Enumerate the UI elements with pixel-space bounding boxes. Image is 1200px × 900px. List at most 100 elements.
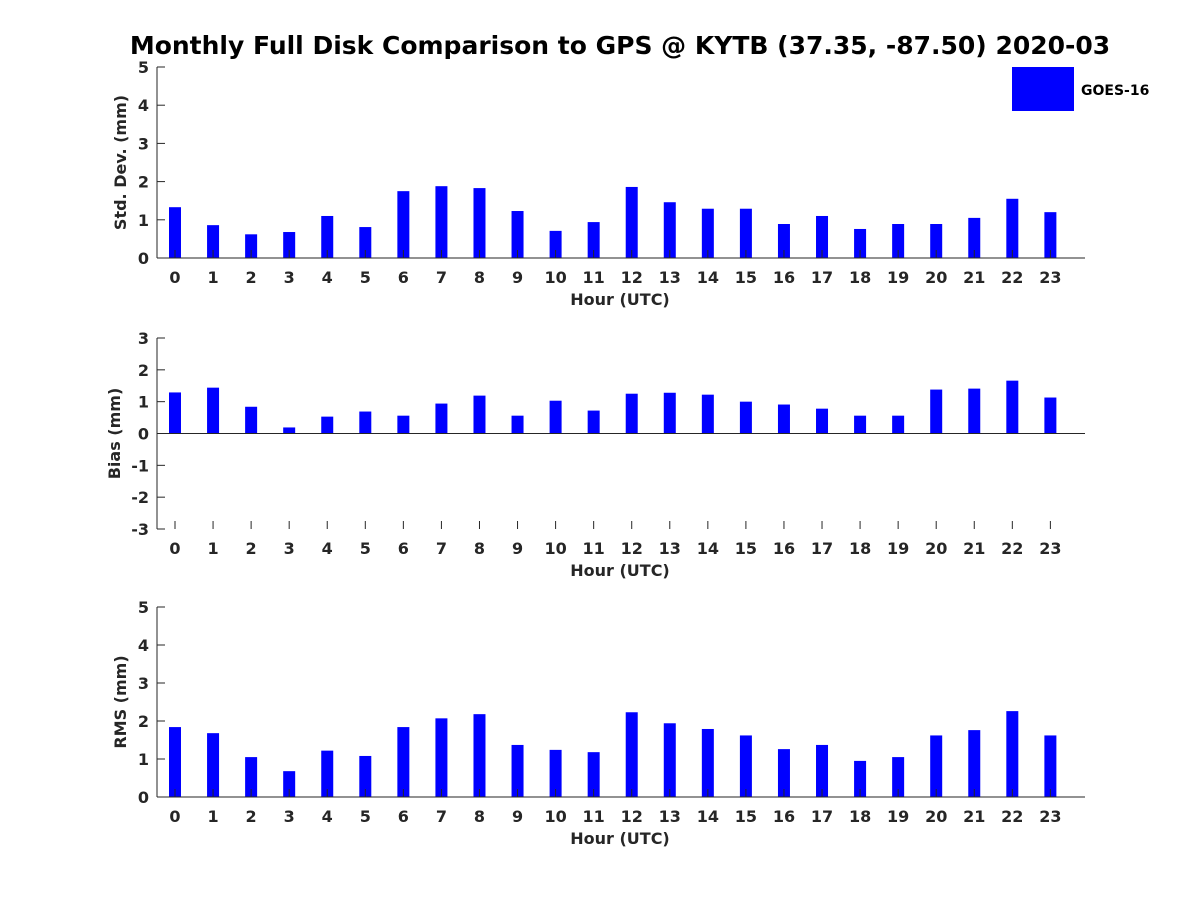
x-tick-label: 10 xyxy=(544,268,566,287)
y-tick-label: 4 xyxy=(138,636,149,655)
bar-rms-hour-4 xyxy=(321,750,334,797)
bar-rms-hour-6 xyxy=(397,727,410,797)
x-tick-label: 19 xyxy=(887,807,909,826)
x-tick-label: 14 xyxy=(697,268,719,287)
x-tick-label: 22 xyxy=(1001,807,1023,826)
x-tick-label: 15 xyxy=(735,268,757,287)
bar-stddev-hour-11 xyxy=(587,222,600,258)
x-tick-label: 19 xyxy=(887,539,909,558)
x-tick-label: 8 xyxy=(474,539,485,558)
x-tick-label: 22 xyxy=(1001,539,1023,558)
bar-rms-hour-1 xyxy=(207,733,220,797)
bar-bias-hour-2 xyxy=(245,406,258,434)
bar-bias-hour-23 xyxy=(1044,397,1057,434)
bar-bias-hour-10 xyxy=(549,400,562,434)
bar-rms-hour-14 xyxy=(701,728,714,797)
x-tick-label: 1 xyxy=(207,268,218,287)
bar-bias-hour-20 xyxy=(930,389,943,434)
bar-bias-hour-1 xyxy=(207,387,220,434)
bar-rms-hour-16 xyxy=(777,749,790,797)
bar-rms-hour-13 xyxy=(663,723,676,797)
bar-rms-hour-18 xyxy=(854,760,867,797)
x-axis-label: Hour (UTC) xyxy=(570,561,670,580)
x-tick-label: 14 xyxy=(697,807,719,826)
y-tick-label: 1 xyxy=(138,211,149,230)
x-tick-label: 15 xyxy=(735,539,757,558)
bar-stddev-hour-13 xyxy=(663,202,676,258)
bar-rms-hour-5 xyxy=(359,755,372,797)
bar-rms-hour-19 xyxy=(892,757,905,797)
bar-rms-hour-10 xyxy=(549,749,562,797)
y-tick-label: -1 xyxy=(131,456,149,475)
bar-bias-hour-22 xyxy=(1006,380,1019,434)
x-tick-label: 3 xyxy=(284,807,295,826)
bar-stddev-hour-21 xyxy=(968,217,981,258)
x-tick-label: 8 xyxy=(474,268,485,287)
legend: GOES-16 xyxy=(1012,67,1149,111)
x-tick-label: 2 xyxy=(246,268,257,287)
bar-bias-hour-18 xyxy=(854,415,867,434)
x-tick-label: 23 xyxy=(1039,539,1061,558)
x-tick-label: 0 xyxy=(169,807,180,826)
bar-stddev-hour-2 xyxy=(245,234,258,258)
bar-stddev-hour-19 xyxy=(892,224,905,258)
x-tick-label: 17 xyxy=(811,268,833,287)
x-tick-label: 12 xyxy=(621,268,643,287)
bar-stddev-hour-5 xyxy=(359,227,372,258)
x-tick-label: 7 xyxy=(436,807,447,826)
bar-stddev-hour-3 xyxy=(283,232,296,258)
y-tick-label: -2 xyxy=(131,488,149,507)
bar-stddev-hour-22 xyxy=(1006,198,1019,258)
x-tick-label: 8 xyxy=(474,807,485,826)
bar-stddev-hour-0 xyxy=(169,207,181,258)
bar-stddev-hour-10 xyxy=(549,230,562,258)
bar-stddev-hour-4 xyxy=(321,215,334,258)
x-tick-label: 13 xyxy=(659,807,681,826)
x-tick-label: 11 xyxy=(583,268,605,287)
x-tick-label: 4 xyxy=(322,539,333,558)
x-tick-label: 0 xyxy=(169,539,180,558)
bar-bias-hour-13 xyxy=(663,392,676,434)
bar-stddev-hour-15 xyxy=(739,208,752,258)
bar-bias-hour-6 xyxy=(397,415,410,434)
x-tick-label: 16 xyxy=(773,539,795,558)
x-tick-label: 15 xyxy=(735,807,757,826)
bar-stddev-hour-16 xyxy=(777,224,790,258)
y-tick-label: 4 xyxy=(138,96,149,115)
y-tick-label: 3 xyxy=(138,329,149,348)
x-tick-label: 0 xyxy=(169,268,180,287)
x-tick-label: 7 xyxy=(436,539,447,558)
bar-rms-hour-15 xyxy=(739,735,752,797)
bar-stddev-hour-12 xyxy=(625,186,638,258)
bar-rms-hour-22 xyxy=(1006,711,1019,797)
x-axis-label: Hour (UTC) xyxy=(570,290,670,309)
bar-stddev-hour-18 xyxy=(854,228,867,258)
x-tick-label: 1 xyxy=(207,539,218,558)
bar-rms-hour-7 xyxy=(435,718,448,797)
x-tick-label: 11 xyxy=(583,539,605,558)
x-tick-label: 13 xyxy=(659,539,681,558)
bar-bias-hour-4 xyxy=(321,416,334,434)
x-tick-label: 17 xyxy=(811,807,833,826)
y-tick-label: -3 xyxy=(131,520,149,539)
chart-title: Monthly Full Disk Comparison to GPS @ KY… xyxy=(130,31,1110,60)
y-axis-label: Std. Dev. (mm) xyxy=(111,95,130,230)
bar-bias-hour-12 xyxy=(625,393,638,434)
x-tick-label: 21 xyxy=(963,268,985,287)
y-tick-label: 3 xyxy=(138,674,149,693)
bar-rms-hour-17 xyxy=(816,744,829,797)
x-tick-label: 7 xyxy=(436,268,447,287)
bar-rms-hour-12 xyxy=(625,712,638,797)
y-axis-label: Bias (mm) xyxy=(105,388,124,480)
x-tick-label: 3 xyxy=(284,268,295,287)
bar-rms-hour-20 xyxy=(930,735,943,797)
x-tick-label: 23 xyxy=(1039,807,1061,826)
x-axis-label: Hour (UTC) xyxy=(570,829,670,848)
x-tick-label: 6 xyxy=(398,807,409,826)
bar-stddev-hour-20 xyxy=(930,224,943,258)
x-tick-label: 9 xyxy=(512,268,523,287)
